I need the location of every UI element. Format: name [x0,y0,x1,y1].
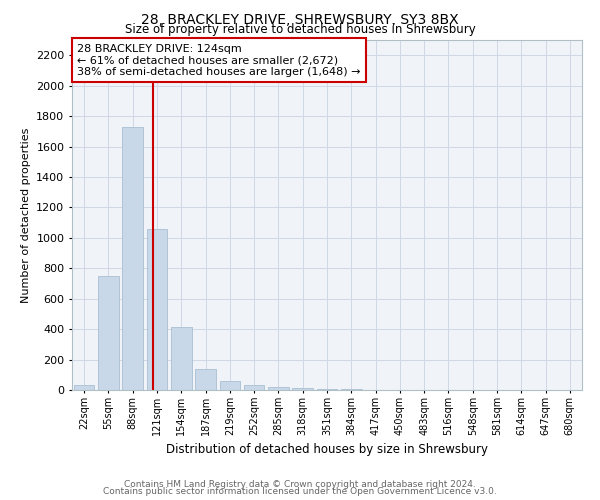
Text: Contains public sector information licensed under the Open Government Licence v3: Contains public sector information licen… [103,487,497,496]
Text: 28 BRACKLEY DRIVE: 124sqm
← 61% of detached houses are smaller (2,672)
38% of se: 28 BRACKLEY DRIVE: 124sqm ← 61% of detac… [77,44,361,76]
Bar [122,126,143,390]
Text: Size of property relative to detached houses in Shrewsbury: Size of property relative to detached ho… [125,22,475,36]
Bar [317,389,337,390]
Bar [98,276,119,390]
Bar [220,381,240,390]
Bar [74,386,94,390]
Bar [146,228,167,390]
X-axis label: Distribution of detached houses by size in Shrewsbury: Distribution of detached houses by size … [166,444,488,456]
Bar [341,389,362,390]
Y-axis label: Number of detached properties: Number of detached properties [20,128,31,302]
Bar [292,388,313,390]
Bar [195,368,216,390]
Text: Contains HM Land Registry data © Crown copyright and database right 2024.: Contains HM Land Registry data © Crown c… [124,480,476,489]
Bar [268,387,289,390]
Bar [244,384,265,390]
Bar [171,327,191,390]
Text: 28, BRACKLEY DRIVE, SHREWSBURY, SY3 8BX: 28, BRACKLEY DRIVE, SHREWSBURY, SY3 8BX [141,12,459,26]
